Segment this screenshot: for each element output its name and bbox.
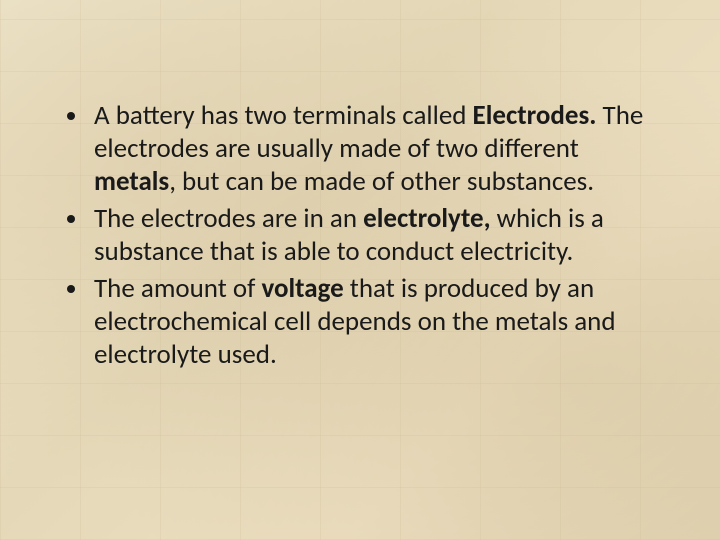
plain-text: The electrodes are in an <box>94 202 363 235</box>
bullet-item: The electrodes are in an electrolyte, wh… <box>90 203 660 269</box>
bullet-item: A battery has two terminals called Elect… <box>90 100 660 199</box>
plain-text: , but can be made of other substances. <box>169 165 594 198</box>
slide-body: A battery has two terminals called Elect… <box>0 0 720 540</box>
bullet-item: The amount of voltage that is produced b… <box>90 273 660 372</box>
plain-text: The amount of <box>94 272 261 305</box>
bold-text: Electrodes. <box>473 99 597 132</box>
bold-text: metals <box>94 165 169 198</box>
bold-text: electrolyte, <box>363 202 490 235</box>
bold-text: voltage <box>261 272 343 305</box>
plain-text: A battery has two terminals called <box>94 99 473 132</box>
bullet-list: A battery has two terminals called Elect… <box>60 100 660 372</box>
